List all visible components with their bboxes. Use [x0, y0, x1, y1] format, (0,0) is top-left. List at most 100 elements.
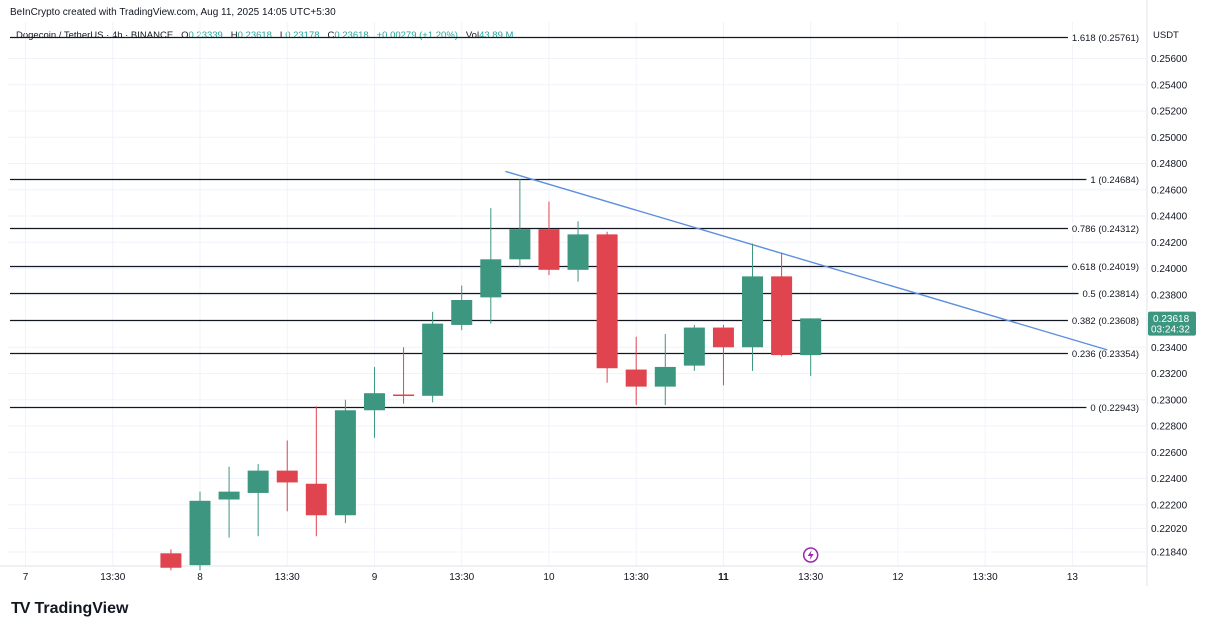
- candle: [625, 336, 647, 405]
- volume-label: Vol: [465, 30, 480, 41]
- low-label: L: [279, 30, 286, 41]
- trendline-group: [505, 170, 1108, 351]
- candle-body: [538, 229, 560, 270]
- tradingview-logo[interactable]: TV TradingView: [11, 599, 128, 619]
- candle-body: [596, 234, 618, 369]
- price-axis: USDT 0.25600 0.25400 0.25200 0.25000 0.24800 0…: [1148, 30, 1196, 559]
- candle: [742, 243, 764, 371]
- candle: [451, 285, 473, 331]
- candle: [334, 399, 356, 524]
- candle: [160, 549, 182, 571]
- fib-level-label: 0.382 (0.23608): [1072, 316, 1139, 327]
- candle-body: [654, 366, 676, 387]
- fib-label-bg: [1067, 260, 1143, 273]
- candle-body: [683, 327, 705, 366]
- fib-level-label: 0.618 (0.24019): [1072, 262, 1139, 273]
- candle: [712, 324, 734, 386]
- candle: [247, 464, 269, 537]
- price-tick-label: 0.25400: [1151, 80, 1188, 91]
- candle-body: [247, 470, 269, 493]
- candle: [305, 406, 327, 537]
- candle-body: [771, 276, 793, 356]
- fib-label-bg: [1067, 222, 1143, 235]
- fib-level-label: 1.618 (0.25761): [1072, 33, 1139, 44]
- open-value: 0.23339: [188, 30, 223, 41]
- fib-label-bg: [1086, 401, 1143, 414]
- time-tick-label: 13: [1067, 572, 1079, 583]
- candle-body: [800, 318, 822, 356]
- close-value: 0.23618: [334, 30, 369, 41]
- candle: [218, 466, 240, 538]
- chart-attribution: BeInCrypto created with TradingView.com,…: [10, 7, 336, 18]
- candle: [363, 366, 385, 438]
- candle-body: [451, 300, 473, 325]
- candle: [654, 334, 676, 405]
- candle: [422, 311, 444, 403]
- candle-body: [509, 229, 531, 260]
- price-tick-label: 0.25600: [1151, 54, 1188, 65]
- candle-body: [712, 327, 734, 348]
- candlesticks: [160, 179, 822, 571]
- price-tick-label: 0.23200: [1151, 369, 1188, 380]
- price-tick-label: 0.24200: [1151, 238, 1188, 249]
- event-lightning-icon[interactable]: [802, 547, 819, 563]
- high-label: H: [230, 30, 238, 41]
- time-tick-label: 13:30: [449, 572, 474, 583]
- chart-overlay: [802, 547, 819, 563]
- price-tick-label: 0.24600: [1151, 185, 1188, 196]
- price-tick-label: 0.23800: [1151, 290, 1188, 301]
- candle: [771, 252, 793, 357]
- open-label: O: [181, 30, 189, 41]
- currency-label: USDT: [1153, 30, 1179, 41]
- lightning-glyph: [807, 550, 814, 560]
- time-tick-label: 9: [372, 572, 378, 583]
- symbol-name: Dogecoin / TetherUS · 4h · BINANCE: [16, 30, 174, 41]
- tradingview-logo-text: TradingView: [34, 600, 129, 617]
- candle-body: [160, 553, 182, 568]
- chart-grid: [0, 0, 1148, 586]
- price-tick-label: 0.22400: [1151, 474, 1188, 485]
- fib-label-bg: [1067, 314, 1143, 327]
- price-tick-label: 0.24000: [1151, 264, 1188, 275]
- symbol-legend[interactable]: Dogecoin / TetherUS · 4h · BINANCE O0.23…: [16, 30, 513, 41]
- fib-level-label: 0.236 (0.23354): [1072, 349, 1139, 360]
- fib-label-bg: [1067, 31, 1143, 44]
- candle: [800, 318, 822, 377]
- price-tick-label: 0.25200: [1151, 107, 1188, 118]
- candle: [480, 208, 502, 324]
- fibonacci-levels: 1.618 (0.25761) 1 (0.24684) 0.786 (0.24312…: [10, 31, 1143, 414]
- candle-body: [276, 470, 298, 483]
- last-price-value: 0.23618: [1153, 314, 1190, 325]
- candle: [596, 231, 618, 383]
- descending-trendline: [505, 170, 1108, 351]
- candle: [538, 201, 560, 276]
- fib-label-bg: [1086, 173, 1143, 186]
- time-tick-label: 12: [892, 572, 904, 583]
- volume-value: 43.89 M: [479, 30, 514, 41]
- candle: [393, 347, 415, 404]
- price-tick-label: 0.22200: [1151, 500, 1188, 511]
- candle-body: [305, 483, 327, 516]
- candle-body: [363, 393, 385, 411]
- fib-level-label: 0 (0.22943): [1090, 403, 1139, 414]
- candle-body: [480, 259, 502, 298]
- price-tick-label: 0.23000: [1151, 395, 1188, 406]
- candle-body: [218, 491, 240, 500]
- tradingview-logo-icon: TV: [11, 600, 30, 617]
- fib-label-bg: [1067, 347, 1143, 360]
- fib-level-label: 0.5 (0.23814): [1082, 289, 1139, 300]
- price-tick-label: 0.25000: [1151, 133, 1188, 144]
- high-value: 0.23618: [237, 30, 272, 41]
- candle: [189, 491, 211, 571]
- candle-body: [393, 394, 415, 396]
- time-tick-label: 11: [718, 572, 729, 583]
- change-value: +0.00279 (+1.20%): [376, 30, 458, 41]
- price-tick-label: 0.22020: [1151, 524, 1188, 535]
- time-axis: 7 13:30 8 13:30 9 13:30 10 13:30 11 13:30 12 13:30 1…: [23, 572, 1079, 583]
- time-tick-label: 7: [23, 572, 29, 583]
- price-tick-label: 0.23400: [1151, 343, 1188, 354]
- candle: [567, 221, 589, 282]
- time-tick-label: 13:30: [275, 572, 300, 583]
- candle-body: [625, 369, 647, 387]
